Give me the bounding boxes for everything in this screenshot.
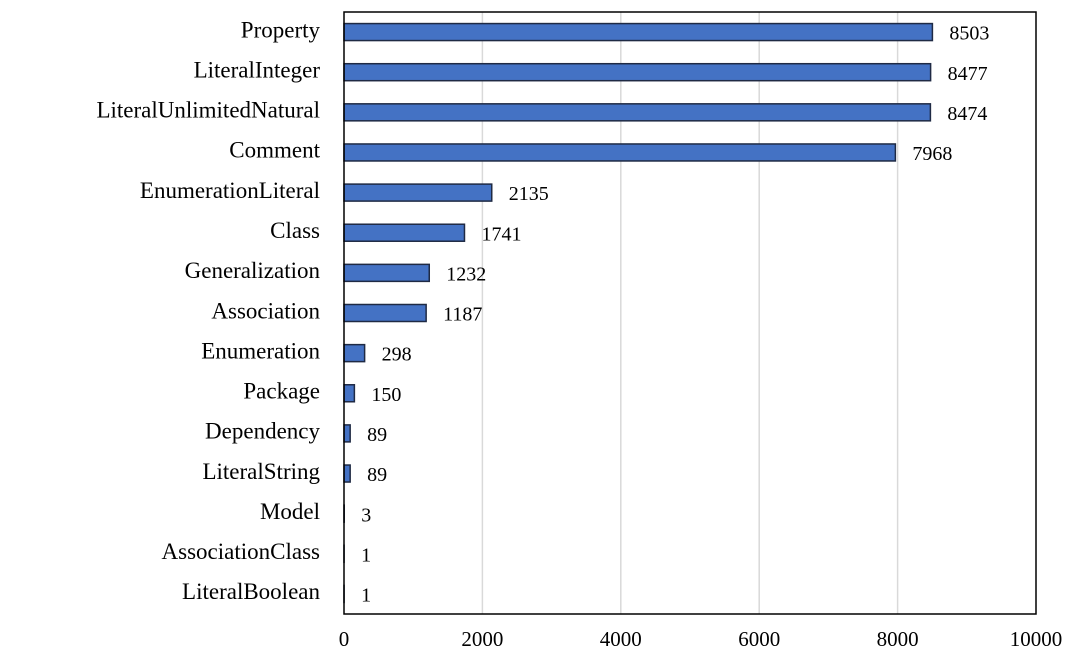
data-label: 89 [367,464,387,486]
y-tick-label: Model [260,499,320,524]
bar [343,263,431,283]
bar [343,223,466,242]
data-label: 89 [367,424,387,446]
data-label: 1 [361,544,371,566]
y-tick-label: Class [270,218,320,243]
y-tick-label: Comment [229,138,320,163]
data-label: 1741 [481,223,521,245]
bar [343,464,351,483]
data-label: 298 [382,344,412,366]
y-tick-label: LiteralUnlimitedNatural [96,98,320,123]
y-tick-label: LiteralInteger [194,57,321,82]
data-label: 8474 [947,103,987,125]
y-tick-label: Generalization [185,258,321,283]
data-label: 8503 [949,23,989,45]
bar [343,103,932,122]
x-tick-label: 8000 [877,627,919,651]
x-tick-label: 10000 [1010,627,1063,651]
plot-frame [343,11,1037,615]
bar [343,143,897,162]
data-label: 1187 [443,304,482,326]
x-tick-label: 2000 [461,627,503,651]
y-tick-label: Enumeration [201,338,320,363]
data-label: 8477 [948,63,988,85]
y-tick-label: Package [243,379,320,404]
y-tick-label: AssociationClass [162,539,320,564]
data-label: 150 [371,384,401,406]
bar [343,303,427,323]
x-tick-label: 6000 [738,627,780,651]
bar [343,183,493,202]
x-tick-label: 0 [339,627,350,651]
x-tick-label: 4000 [600,627,642,651]
data-label: 3 [361,504,371,526]
data-label: 1232 [446,263,486,285]
y-tick-label: LiteralString [202,459,320,484]
bar [343,424,351,443]
bar [343,62,932,82]
data-label: 7968 [912,143,952,165]
bar [343,384,356,403]
y-tick-label: Property [241,17,321,42]
bar [343,22,934,42]
y-tick-label: Association [211,298,320,323]
data-label: 1 [361,585,371,607]
y-tick-label: EnumerationLiteral [140,178,320,203]
y-tick-label: Dependency [205,419,320,444]
bar [343,343,366,363]
y-tick-label: LiteralBoolean [182,579,320,604]
data-label: 2135 [509,183,549,205]
